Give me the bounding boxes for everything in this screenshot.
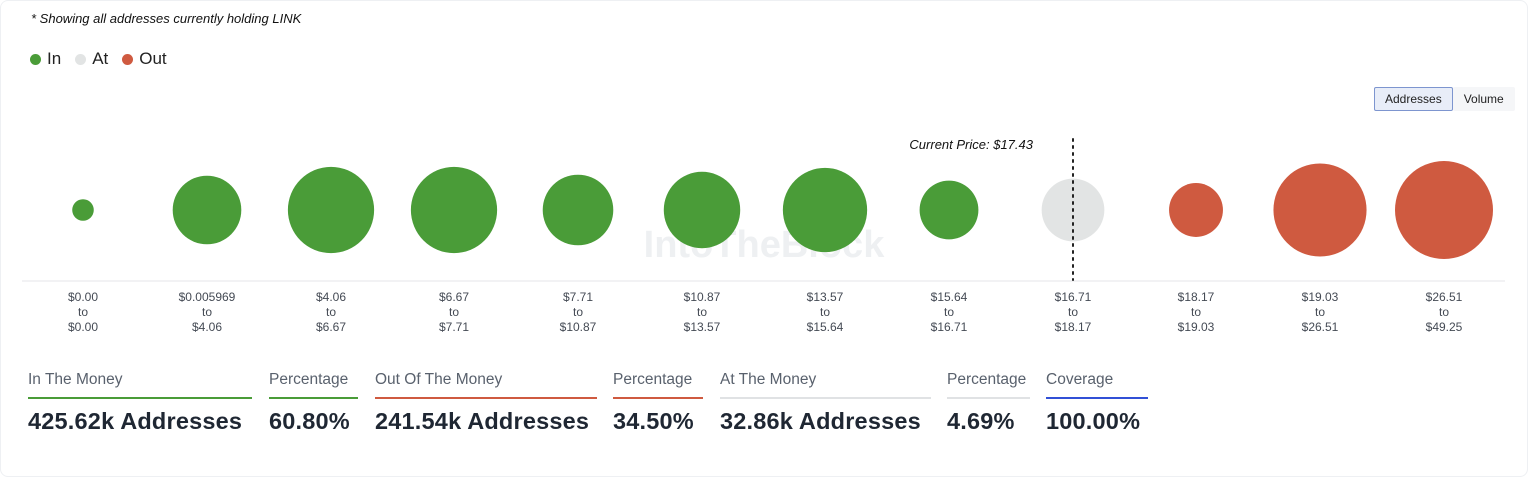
tick-label-to-word: to — [202, 305, 212, 319]
stat-value: 4.69% — [947, 408, 1015, 434]
bubble-in — [542, 174, 614, 246]
bubble-out — [1395, 161, 1493, 259]
tick-label-from: $6.67 — [439, 290, 469, 304]
tick-label-to-word: to — [944, 305, 954, 319]
stat-at-the-money: At The Money 32.86k Addresses — [720, 368, 931, 435]
tick-label-from: $15.64 — [931, 290, 968, 304]
legend-item-out[interactable]: Out — [122, 49, 167, 69]
tick-label-to: $16.71 — [931, 320, 968, 334]
tick-label-to-word: to — [78, 305, 88, 319]
tick-label-to: $10.87 — [560, 320, 597, 334]
stat-label: Percentage — [269, 371, 349, 388]
tick-label-from: $0.00 — [68, 290, 98, 304]
tick-label-from: $19.03 — [1302, 290, 1339, 304]
tick-label-to: $19.03 — [1178, 320, 1215, 334]
bubble-in — [663, 171, 741, 249]
stat-rule — [28, 397, 252, 399]
legend-label-in: In — [47, 49, 62, 68]
tick-label-from: $26.51 — [1426, 290, 1463, 304]
stat-label: At The Money — [720, 371, 817, 388]
holders-note: * Showing all addresses currently holdin… — [31, 11, 302, 26]
tick-label-to: $13.57 — [684, 320, 721, 334]
tick-label-from: $0.005969 — [179, 290, 236, 304]
tick-label-to-word: to — [573, 305, 583, 319]
legend-dot-at — [75, 53, 87, 65]
bubble-out — [1169, 183, 1223, 237]
tick-label-from: $16.71 — [1055, 290, 1092, 304]
addresses-toggle-button[interactable]: Addresses — [1374, 87, 1453, 111]
stat-label: Coverage — [1046, 371, 1114, 388]
legend-label-at: At — [92, 49, 109, 68]
stat-rule — [375, 397, 597, 399]
tick-label-from: $18.17 — [1178, 290, 1215, 304]
tick-label-to: $49.25 — [1426, 320, 1463, 334]
current-price-label: Current Price: $17.43 — [909, 137, 1033, 152]
stat-value: 32.86k Addresses — [720, 408, 921, 434]
metric-toggle: Addresses Volume — [1374, 87, 1515, 111]
tick-label-to-word: to — [697, 305, 707, 319]
tick-label-to-word: to — [1439, 305, 1449, 319]
legend-item-at[interactable]: At — [75, 49, 108, 69]
stat-rule — [947, 397, 1030, 399]
stat-label: Out Of The Money — [375, 371, 503, 388]
legend-dot-in — [30, 53, 41, 65]
bubble-out — [1273, 163, 1367, 257]
tick-label-to: $15.64 — [807, 320, 844, 334]
tick-label-from: $4.06 — [316, 290, 346, 304]
stat-rule — [613, 397, 703, 399]
bubble-in — [782, 167, 868, 253]
tick-label-to-word: to — [1068, 305, 1078, 319]
stat-value: 34.50% — [613, 408, 694, 434]
tick-label-from: $13.57 — [807, 290, 844, 304]
tick-label-from: $7.71 — [563, 290, 593, 304]
stat-label: Percentage — [947, 371, 1027, 388]
bubble-in — [72, 199, 94, 221]
stat-rule — [720, 397, 931, 399]
tick-label-to: $18.17 — [1055, 320, 1092, 334]
legend: In At Out — [30, 49, 167, 69]
stat-value: 100.00% — [1046, 408, 1141, 434]
tick-label-to-word: to — [449, 305, 459, 319]
stat-out-percentage: Percentage 34.50% — [613, 368, 703, 435]
bubble-in — [410, 166, 498, 254]
legend-dot-out — [122, 53, 134, 65]
tick-label-to-word: to — [1191, 305, 1201, 319]
stat-label: In The Money — [28, 371, 123, 388]
tick-label-to-word: to — [326, 305, 336, 319]
volume-toggle-button[interactable]: Volume — [1452, 87, 1515, 111]
tick-label-from: $10.87 — [684, 290, 721, 304]
tick-label-to-word: to — [820, 305, 830, 319]
tick-label-to: $26.51 — [1302, 320, 1339, 334]
stat-in-the-money: In The Money 425.62k Addresses — [28, 368, 252, 435]
tick-label-to: $4.06 — [192, 320, 222, 334]
tick-label-to-word: to — [1315, 305, 1325, 319]
bubble-chart: IntoTheBlock$0.00to$0.00$0.005969to$4.06… — [22, 137, 1505, 334]
stat-rule — [1046, 397, 1148, 399]
bubble-in — [919, 180, 979, 240]
legend-item-in[interactable]: In — [30, 49, 61, 69]
stat-coverage: Coverage 100.00% — [1046, 368, 1148, 435]
bubble-in — [172, 175, 242, 245]
bubble-in — [287, 166, 375, 254]
stat-value: 425.62k Addresses — [28, 408, 243, 434]
tick-label-to: $7.71 — [439, 320, 469, 334]
stat-rule — [269, 397, 358, 399]
stat-in-percentage: Percentage 60.80% — [269, 368, 358, 435]
tick-label-to: $6.67 — [316, 320, 346, 334]
legend-label-out: Out — [139, 49, 167, 68]
stat-at-percentage: Percentage 4.69% — [947, 368, 1030, 435]
stats-row: In The Money 425.62k Addresses Percentag… — [0, 368, 1528, 448]
stat-value: 241.54k Addresses — [375, 408, 590, 434]
stat-label: Percentage — [613, 371, 693, 388]
stat-value: 60.80% — [269, 408, 350, 434]
tick-label-to: $0.00 — [68, 320, 98, 334]
stat-out-of-the-money: Out Of The Money 241.54k Addresses — [375, 368, 597, 435]
